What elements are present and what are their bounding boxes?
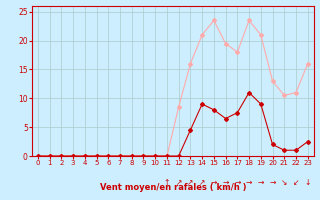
Text: ↘: ↘ — [281, 178, 287, 187]
Text: →: → — [234, 178, 241, 187]
Text: ↗: ↗ — [175, 178, 182, 187]
Text: ↗: ↗ — [199, 178, 205, 187]
Text: →: → — [222, 178, 229, 187]
Text: ↙: ↙ — [293, 178, 299, 187]
Text: ↑: ↑ — [164, 178, 170, 187]
X-axis label: Vent moyen/en rafales ( km/h ): Vent moyen/en rafales ( km/h ) — [100, 183, 246, 192]
Text: →: → — [246, 178, 252, 187]
Text: →: → — [269, 178, 276, 187]
Text: ↓: ↓ — [305, 178, 311, 187]
Text: →: → — [211, 178, 217, 187]
Text: ↗: ↗ — [187, 178, 194, 187]
Text: →: → — [258, 178, 264, 187]
